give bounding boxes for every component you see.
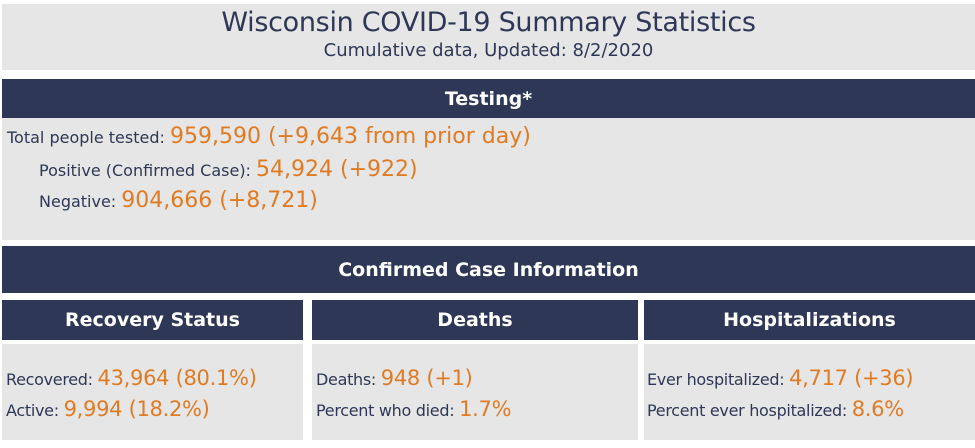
negative-row: Negative: 904,666 (+8,721): [39, 188, 318, 213]
ever-hospitalized-row: Ever hospitalized: 4,717 (+36): [647, 366, 914, 390]
deaths-panel: Deaths: 948 (+1) Percent who died: 1.7%: [312, 344, 638, 440]
deaths-label: Deaths:: [316, 370, 381, 389]
recovered-value: 43,964 (80.1%): [97, 366, 257, 390]
recovery-status-heading: Recovery Status: [2, 300, 303, 340]
percent-hospitalized-label: Percent ever hospitalized:: [647, 401, 852, 420]
negative-label: Negative:: [39, 192, 122, 211]
deaths-heading: Deaths: [312, 300, 638, 340]
testing-heading: Testing*: [2, 79, 975, 118]
positive-row: Positive (Confirmed Case): 54,924 (+922): [39, 157, 418, 182]
hospitalizations-heading: Hospitalizations: [644, 300, 975, 340]
percent-hospitalized-value: 8.6%: [851, 397, 904, 421]
active-value: 9,994 (18.2%): [63, 397, 210, 421]
deaths-value: 948 (+1): [380, 366, 473, 390]
recovered-label: Recovered:: [6, 370, 98, 389]
total-tested-value: 959,590 (+9,643 from prior day): [169, 124, 531, 149]
testing-panel: Total people tested: 959,590 (+9,643 fro…: [2, 118, 975, 240]
deaths-row: Deaths: 948 (+1): [316, 366, 473, 390]
summary-header: Wisconsin COVID-19 Summary Statistics Cu…: [2, 4, 975, 70]
percent-hospitalized-row: Percent ever hospitalized: 8.6%: [647, 397, 904, 421]
total-tested-row: Total people tested: 959,590 (+9,643 fro…: [7, 124, 531, 149]
positive-value: 54,924 (+922): [256, 157, 418, 182]
page-subtitle: Cumulative data, Updated: 8/2/2020: [323, 40, 654, 61]
active-row: Active: 9,994 (18.2%): [6, 397, 210, 421]
percent-died-row: Percent who died: 1.7%: [316, 397, 512, 421]
percent-died-value: 1.7%: [459, 397, 512, 421]
recovered-row: Recovered: 43,964 (80.1%): [6, 366, 257, 390]
hospitalizations-panel: Ever hospitalized: 4,717 (+36) Percent e…: [644, 344, 975, 440]
recovery-panel: Recovered: 43,964 (80.1%) Active: 9,994 …: [2, 344, 303, 440]
ever-hospitalized-value: 4,717 (+36): [789, 366, 914, 390]
negative-value: 904,666 (+8,721): [121, 188, 318, 213]
total-tested-label: Total people tested:: [7, 128, 170, 147]
active-label: Active:: [6, 401, 64, 420]
page-title: Wisconsin COVID-19 Summary Statistics: [221, 7, 756, 38]
positive-label: Positive (Confirmed Case):: [39, 161, 257, 180]
ever-hospitalized-label: Ever hospitalized:: [647, 370, 790, 389]
percent-died-label: Percent who died:: [316, 401, 460, 420]
confirmed-case-heading: Confirmed Case Information: [2, 246, 975, 293]
